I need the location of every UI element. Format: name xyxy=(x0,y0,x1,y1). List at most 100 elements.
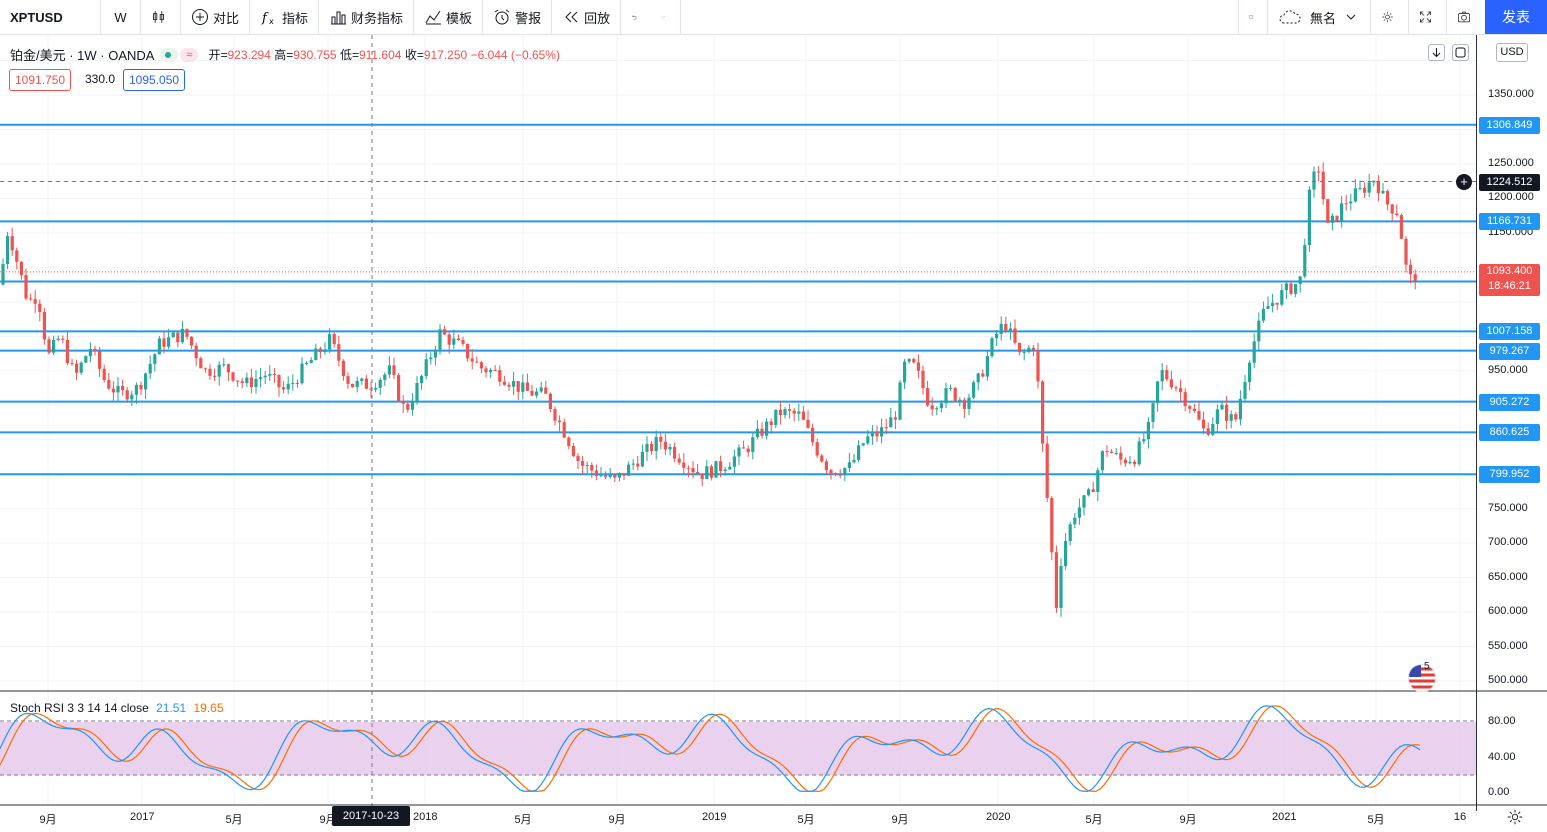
compare-button[interactable]: 对比 xyxy=(181,0,251,34)
candle xyxy=(222,358,226,368)
timezone-settings-button[interactable] xyxy=(1506,808,1524,831)
candle xyxy=(893,411,897,430)
chart-canvas[interactable] xyxy=(0,35,1547,832)
candle xyxy=(1004,316,1008,334)
candle xyxy=(1110,448,1114,454)
candle xyxy=(1151,401,1155,429)
candle xyxy=(1340,196,1344,228)
interval-button[interactable]: W xyxy=(101,0,141,34)
candle xyxy=(1128,455,1132,465)
candle xyxy=(884,418,888,435)
candle xyxy=(723,467,727,476)
candle xyxy=(502,375,506,386)
candle xyxy=(323,342,327,355)
candle xyxy=(475,356,479,363)
candle xyxy=(567,436,571,450)
candle xyxy=(351,383,355,388)
candle xyxy=(921,365,925,395)
candle xyxy=(277,374,281,397)
candle xyxy=(56,335,60,342)
candles xyxy=(1,162,1417,617)
symbol-search-button[interactable]: XPTUSD xyxy=(0,0,101,34)
candle xyxy=(1073,512,1077,529)
chart-type-button[interactable] xyxy=(141,0,181,34)
candle xyxy=(401,395,405,414)
candle xyxy=(167,328,171,350)
bar-countdown: 18:46:21 xyxy=(1488,279,1531,292)
replay-button[interactable]: 回放 xyxy=(552,0,622,34)
add-alert-plus-icon[interactable]: + xyxy=(1456,173,1472,190)
candle xyxy=(1257,312,1261,350)
template-icon xyxy=(425,10,442,25)
candle xyxy=(1202,411,1206,435)
candle xyxy=(387,356,391,379)
fullscreen-button[interactable] xyxy=(1409,0,1447,34)
candle xyxy=(1294,283,1298,298)
undo-button[interactable] xyxy=(621,0,651,34)
scroll-down-button[interactable] xyxy=(1428,44,1445,61)
time-axis-label: 9月 xyxy=(608,814,626,826)
time-axis-label: 5月 xyxy=(225,814,243,826)
candle xyxy=(525,373,529,392)
financials-button[interactable]: 财务指标 xyxy=(319,0,415,34)
candle xyxy=(286,376,290,395)
grid xyxy=(0,35,1476,805)
candle xyxy=(663,434,667,455)
candle xyxy=(613,473,617,482)
rsi-d-value: 19.65 xyxy=(193,701,224,715)
candle xyxy=(452,329,456,350)
bar-chart-icon xyxy=(331,11,347,25)
templates-button[interactable]: 模板 xyxy=(414,0,484,34)
candle xyxy=(512,371,516,396)
time-axis-label: 9月 xyxy=(1179,814,1197,826)
candle xyxy=(967,393,971,416)
candle xyxy=(461,336,465,347)
price-axis-label: 1200.000 xyxy=(1488,191,1534,204)
candle xyxy=(1156,380,1160,412)
rsi-title[interactable]: Stoch RSI 3 3 14 14 close xyxy=(10,701,149,715)
candle xyxy=(291,374,295,391)
event-count: 5 xyxy=(1424,661,1430,672)
time-axis-label: 9月 xyxy=(39,814,57,826)
candle xyxy=(1064,533,1068,570)
candle xyxy=(378,377,382,395)
candle xyxy=(1238,390,1242,426)
candle xyxy=(93,345,97,356)
candle xyxy=(1050,496,1054,561)
redo-button[interactable] xyxy=(651,0,682,34)
candle xyxy=(898,379,902,421)
candle xyxy=(245,372,249,388)
candle xyxy=(1409,259,1413,284)
buy-button[interactable]: 1095.050 xyxy=(123,69,186,91)
candle xyxy=(714,461,718,478)
candle xyxy=(622,472,626,481)
candle xyxy=(1413,269,1417,290)
candle xyxy=(185,328,189,340)
candle xyxy=(1082,494,1086,516)
sell-button[interactable]: 1091.750 xyxy=(9,69,72,91)
candle xyxy=(1303,238,1307,279)
economic-event-flag-icon[interactable] xyxy=(1408,664,1436,692)
publish-button[interactable]: 发表 xyxy=(1485,0,1547,34)
candle xyxy=(843,467,847,481)
settings-button[interactable] xyxy=(1371,0,1409,34)
symbol-title[interactable]: 铂金/美元 · 1W · OANDA xyxy=(10,48,155,63)
candle xyxy=(1206,422,1210,437)
maximize-pane-button[interactable] xyxy=(1452,44,1469,61)
snapshot-button[interactable] xyxy=(1447,0,1485,34)
fullscreen-layout-button[interactable] xyxy=(1237,0,1268,34)
layout-menu-button[interactable]: 無名 xyxy=(1268,0,1371,34)
candle xyxy=(116,377,120,401)
candle xyxy=(107,372,111,390)
candle xyxy=(433,345,437,366)
currency-button[interactable]: USD xyxy=(1496,43,1528,62)
horizontal-line-badge: 1007.158 xyxy=(1479,323,1540,341)
candle xyxy=(576,453,580,469)
candle xyxy=(369,381,373,398)
candle xyxy=(456,334,460,341)
candle xyxy=(668,443,672,456)
candle xyxy=(903,358,907,389)
alert-button[interactable]: 警报 xyxy=(483,0,553,34)
candle xyxy=(1142,432,1146,444)
